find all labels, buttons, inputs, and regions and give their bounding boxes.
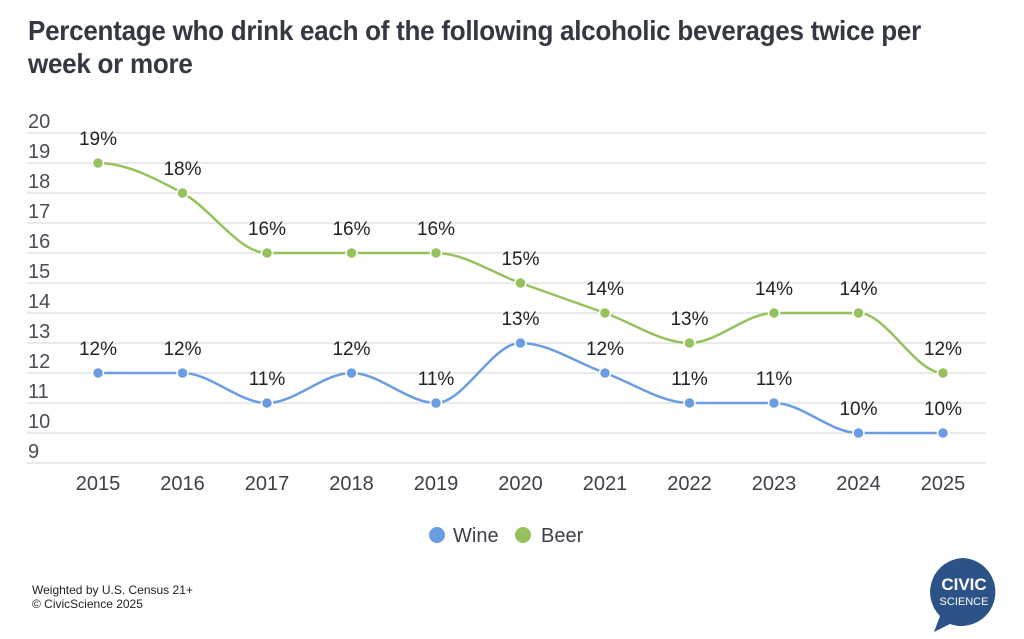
series-line-wine [98,341,943,435]
y-tick-label: 9 [28,441,39,463]
data-point-wine[interactable] [260,396,274,410]
y-tick-label: 15 [28,261,50,283]
footer-weighting-note: Weighted by U.S. Census 21+ [32,583,193,597]
x-tick-label: 2022 [667,473,712,495]
y-axis-ticks: 20 19 18 17 16 15 14 13 12 11 10 9 [28,111,50,463]
data-point-beer[interactable] [91,156,105,170]
data-point-wine[interactable] [345,366,358,380]
data-point-wine[interactable] [514,336,527,350]
legend-label-beer[interactable]: Beer [541,525,584,547]
x-axis-ticks: 2015 2016 2017 2018 2019 2020 2021 2022 2023 2024… [76,473,966,495]
data-point-beer[interactable] [767,306,781,320]
data-label-wine: 11% [418,369,455,390]
speech-bubble-icon [930,558,996,632]
x-tick-label: 2023 [752,473,797,495]
data-label-wine: 12% [586,339,624,360]
data-labels: 12% 12% 11% 12% 11% 13% 12% 11% 11% 10% 10% 19% 18% 1… [79,129,962,420]
x-tick-label: 2016 [160,473,205,495]
legend-marker-wine [429,527,445,543]
logo-text-science: SCIENCE [940,596,989,608]
x-tick-label: 2025 [921,473,966,495]
data-point-wine[interactable] [598,366,612,380]
data-label-beer: 14% [755,279,793,300]
y-tick-label: 16 [28,231,50,253]
civicscience-logo: CIVIC SCIENCE [930,558,996,632]
data-point-wine[interactable] [767,396,781,410]
x-tick-label: 2015 [76,473,121,495]
y-tick-label: 13 [28,321,50,343]
data-label-beer: 12% [924,339,962,360]
y-tick-label: 12 [28,351,50,373]
x-tick-label: 2018 [329,473,374,495]
legend: Wine Beer [429,525,584,547]
data-point-beer[interactable] [683,336,696,350]
y-tick-label: 14 [28,291,50,313]
data-point-beer[interactable] [260,246,274,260]
data-point-wine[interactable] [91,366,105,380]
data-label-beer: 15% [501,249,539,270]
data-label-beer: 16% [248,219,286,240]
y-tick-label: 18 [28,171,50,193]
data-label-beer: 19% [79,129,117,150]
legend-label-wine[interactable]: Wine [453,525,499,547]
x-tick-label: 2017 [245,473,290,495]
data-point-beer[interactable] [345,246,358,260]
data-point-wine[interactable] [936,426,950,440]
logo-text-civic: CIVIC [941,575,986,594]
data-label-beer: 14% [586,279,624,300]
data-label-beer: 18% [163,159,201,180]
data-label-wine: 10% [839,399,877,420]
data-point-wine[interactable] [176,366,189,380]
data-point-beer[interactable] [429,246,443,260]
x-tick-label: 2019 [414,473,459,495]
x-tick-label: 2021 [583,473,628,495]
data-label-beer: 16% [417,219,455,240]
data-point-beer[interactable] [176,186,189,200]
data-point-beer[interactable] [514,276,527,290]
y-tick-label: 11 [28,381,49,403]
data-label-beer: 13% [670,309,708,330]
data-label-beer: 16% [332,219,370,240]
x-tick-label: 2020 [498,473,543,495]
footer-copyright: © CivicScience 2025 [32,597,143,611]
data-label-wine: 13% [501,309,539,330]
data-label-wine: 12% [332,339,370,360]
data-point-wine[interactable] [683,396,696,410]
legend-marker-beer [515,527,531,543]
data-point-wine[interactable] [852,426,865,440]
y-tick-label: 17 [28,201,50,223]
x-tick-label: 2024 [836,473,881,495]
data-label-beer: 14% [839,279,877,300]
data-label-wine: 11% [671,369,708,390]
data-label-wine: 12% [163,339,201,360]
data-label-wine: 11% [756,369,793,390]
footer: Weighted by U.S. Census 21+ © CivicScien… [32,583,193,611]
data-point-beer[interactable] [598,306,612,320]
y-tick-label: 19 [28,141,50,163]
series-lines [91,156,950,440]
data-point-wine[interactable] [429,396,443,410]
data-label-wine: 10% [924,399,962,420]
y-tick-label: 10 [28,411,50,433]
chart-title: Percentage who drink each of the followi… [28,15,922,79]
data-label-wine: 11% [249,369,286,390]
data-point-beer[interactable] [936,366,950,380]
y-tick-label: 20 [28,111,50,133]
data-point-beer[interactable] [852,306,865,320]
data-label-wine: 12% [79,339,117,360]
